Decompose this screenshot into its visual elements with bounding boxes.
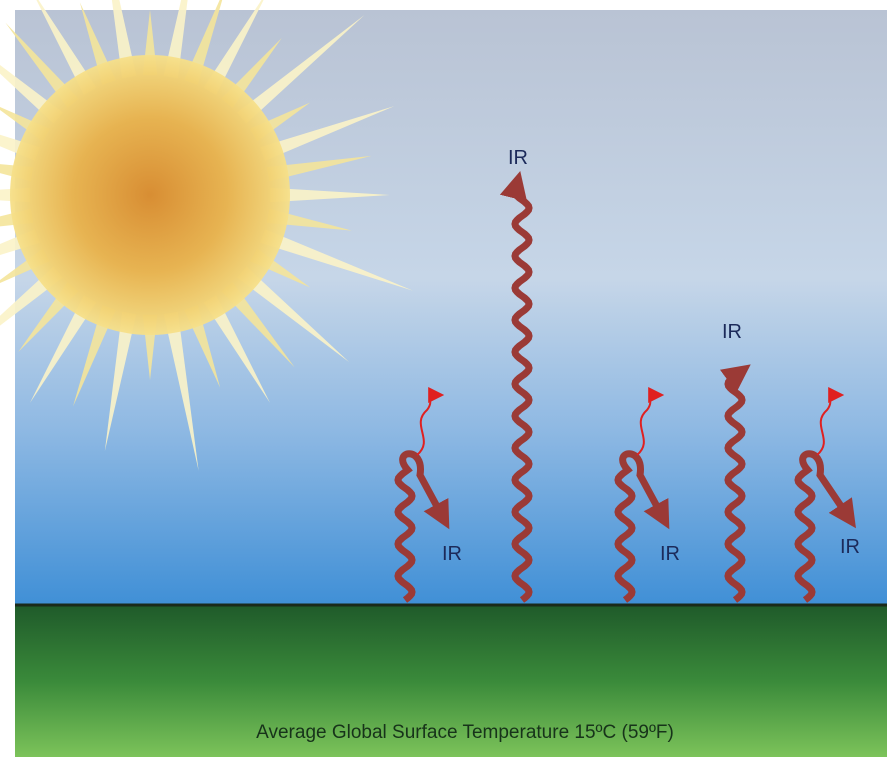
ir-label: IR (660, 543, 680, 565)
ir-label: IR (840, 536, 860, 558)
page: IR IR IR IR IR Average Global Surface Te… (0, 0, 887, 757)
sun (10, 55, 290, 335)
ir-label: IR (442, 543, 462, 565)
caption: Average Global Surface Temperature 15ºC … (256, 722, 674, 743)
ir-label: IR (722, 321, 742, 343)
greenhouse-diagram: IR IR IR IR IR Average Global Surface Te… (0, 0, 887, 757)
ir-label: IR (508, 147, 528, 169)
